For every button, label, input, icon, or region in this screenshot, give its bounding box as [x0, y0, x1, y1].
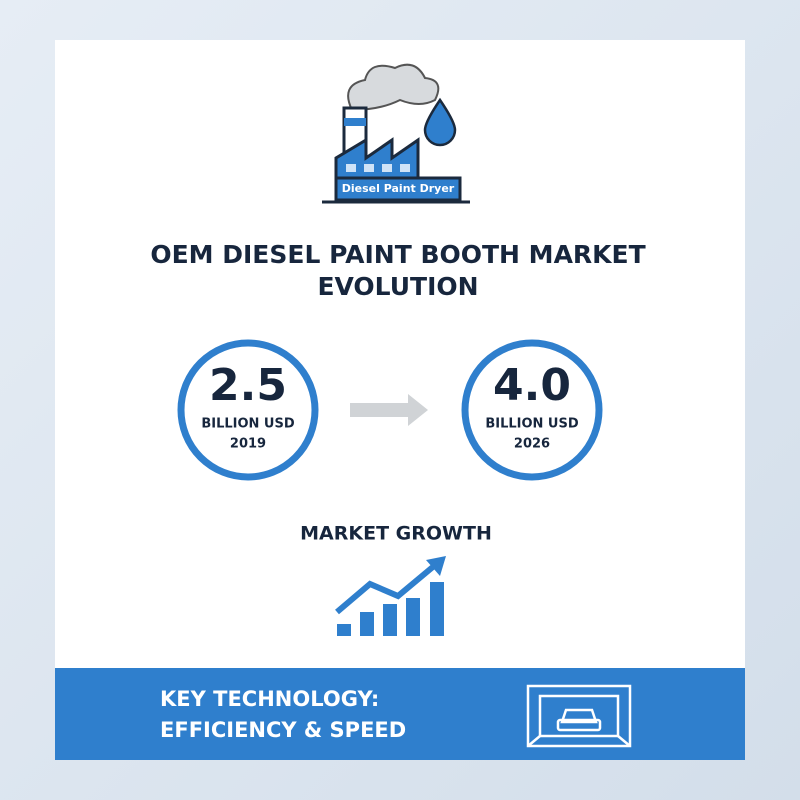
icon-label: Diesel Paint Dryer	[342, 182, 455, 195]
footer-text: KEY TECHNOLOGY:	[160, 687, 379, 711]
arrow	[350, 394, 428, 426]
growth-icon	[335, 556, 446, 636]
stat-ring	[177, 339, 319, 481]
growth-label: MARKET GROWTH	[300, 523, 492, 545]
factory-icon	[322, 63, 470, 204]
stat-unit: BILLION USD	[201, 417, 295, 432]
card	[55, 40, 745, 760]
booth-icon	[526, 684, 632, 748]
title: OEM DIESEL PAINT BOOTH MARKET	[150, 240, 645, 269]
stat-year: 2026	[514, 437, 550, 452]
title: EVOLUTION	[317, 272, 478, 301]
stat-value: 4.0	[493, 360, 571, 411]
footer-band	[55, 668, 745, 760]
stat-value: 2.5	[209, 360, 287, 411]
stat-ring	[461, 339, 603, 481]
footer-text: EFFICIENCY & SPEED	[160, 718, 406, 742]
stat-unit: BILLION USD	[485, 417, 579, 432]
stat-year: 2019	[230, 437, 266, 452]
